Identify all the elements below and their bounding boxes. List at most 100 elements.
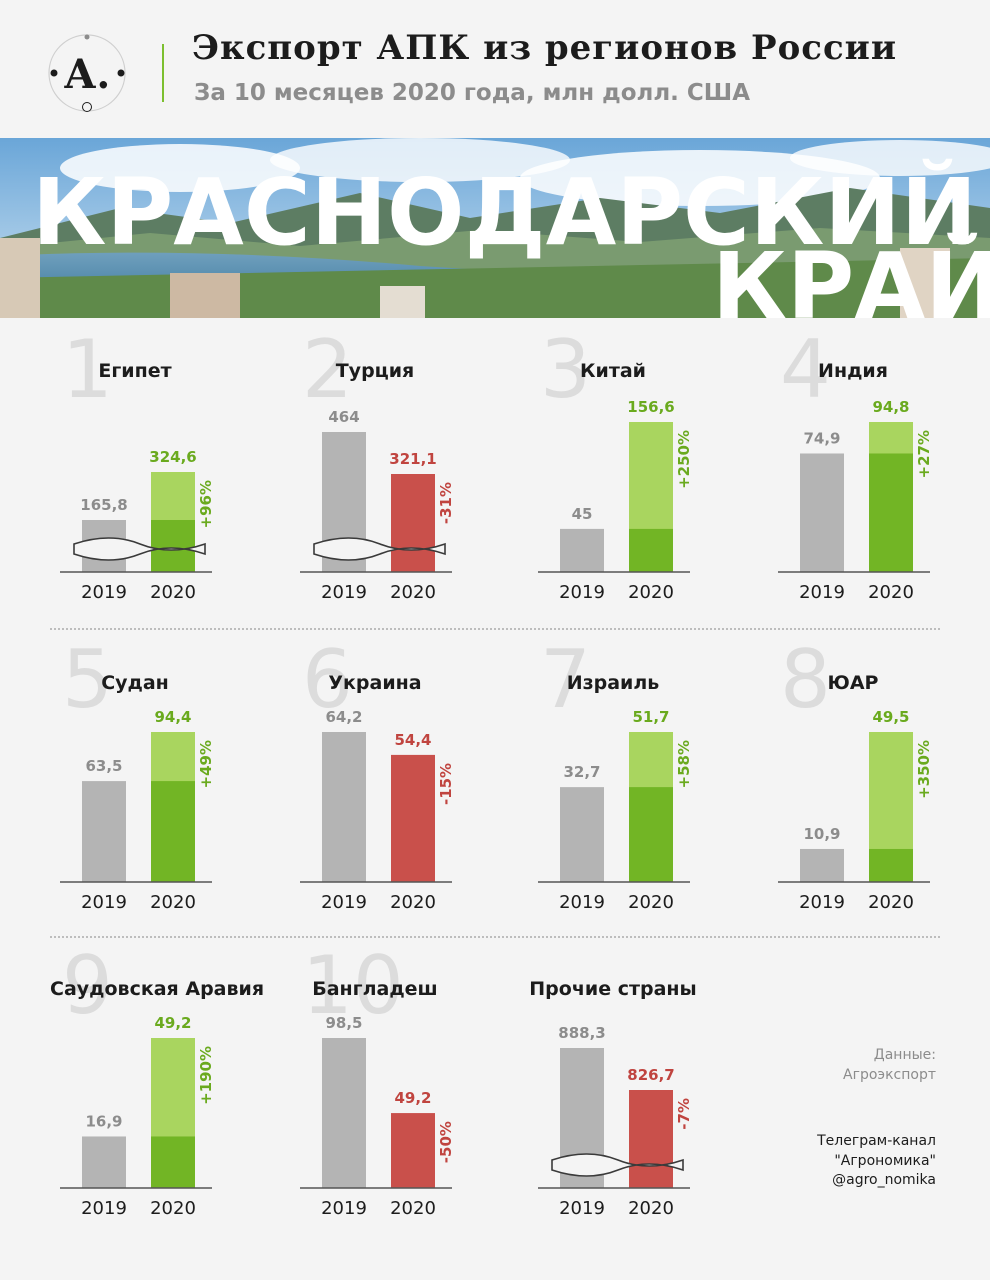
rank-number: 2 xyxy=(302,323,353,416)
banner-region-line1: КРАСНОДАРСКИЙ xyxy=(32,158,977,266)
axis-break xyxy=(551,1153,684,1177)
chart-panel-8: 8 ЮАР 10,9 49,5 +350% 2019 2020 xyxy=(768,640,938,920)
rank-number: 3 xyxy=(540,323,591,416)
bar-2019 xyxy=(322,1038,366,1188)
x-label-2020: 2020 xyxy=(390,1198,436,1219)
rank-number: 5 xyxy=(62,633,113,726)
x-label-2019: 2019 xyxy=(799,892,845,913)
x-label-2020: 2020 xyxy=(390,892,436,913)
x-label-2020: 2020 xyxy=(628,892,674,913)
value-label-2020: 49,5 xyxy=(872,708,909,726)
rank-number: 4 xyxy=(780,323,831,416)
change-percent: +27% xyxy=(915,430,933,478)
chart-panel-1: 1 Египет 165,8 324,6 +96% 2019 2020 xyxy=(50,330,220,610)
bar-2020 xyxy=(391,1113,435,1188)
bar-2020-base xyxy=(151,1136,195,1188)
bar-2020-base xyxy=(151,520,195,572)
chart-panel-7: 7 Израиль 32,7 51,7 +58% 2019 2020 xyxy=(528,640,698,920)
value-label-2019: 16,9 xyxy=(85,1112,122,1130)
value-label-2019: 10,9 xyxy=(803,825,840,843)
channel-name: "Агрономика" xyxy=(834,1152,936,1169)
value-label-2020: 49,2 xyxy=(394,1089,431,1107)
x-label-2019: 2019 xyxy=(81,892,127,913)
bar-2020-base xyxy=(629,528,673,572)
chart-panel-2: 2 Турция 464 321,1 -31% 2019 2020 xyxy=(290,330,460,610)
bar-chart: 74,9 94,8 +27% 2019 2020 xyxy=(778,398,933,603)
rank-number: 8 xyxy=(780,633,831,726)
chart-panel-10: 10 Бангладеш 98,5 49,2 -50% 2019 2020 xyxy=(290,946,460,1226)
change-percent: -50% xyxy=(437,1121,455,1163)
bar-chart: 888,3 826,7-7% 2019 2020 xyxy=(538,1024,693,1219)
value-label-2019: 64,2 xyxy=(325,708,362,726)
x-label-2019: 2019 xyxy=(81,582,127,603)
header-divider xyxy=(162,44,164,102)
rank-number: 6 xyxy=(302,633,353,726)
bar-2019 xyxy=(82,781,126,882)
value-label-2020: 94,4 xyxy=(154,708,191,726)
x-label-2019: 2019 xyxy=(799,582,845,603)
chart-panel-other: Прочие страны 888,3 826,7 -7% 2019 2020 xyxy=(528,946,698,1226)
bar-2020-base xyxy=(869,453,913,572)
bar-2019 xyxy=(322,732,366,882)
bar-2020-base xyxy=(629,787,673,882)
bar-2019 xyxy=(800,848,844,882)
bar-chart: 32,7 51,7 +58% 2019 2020 xyxy=(538,708,693,913)
agronomika-logo-icon: А. xyxy=(48,34,126,112)
value-label-2020: 94,8 xyxy=(872,398,909,416)
country-name: ЮАР xyxy=(827,672,879,694)
x-label-2019: 2019 xyxy=(321,1198,367,1219)
x-label-2020: 2020 xyxy=(868,892,914,913)
chart-panel-6: 6 Украина 64,2 54,4 -15% 2019 2020 xyxy=(290,640,460,920)
x-label-2019: 2019 xyxy=(559,582,605,603)
country-name: Бангладеш xyxy=(312,978,438,1000)
value-label-2020: 51,7 xyxy=(632,708,669,726)
country-name: Саудовская Аравия xyxy=(50,978,265,1000)
x-label-2019: 2019 xyxy=(81,1198,127,1219)
x-label-2020: 2020 xyxy=(868,582,914,603)
x-label-2020: 2020 xyxy=(628,582,674,603)
value-label-2020: 54,4 xyxy=(394,731,431,749)
change-percent: +49% xyxy=(197,740,215,788)
country-name: Турция xyxy=(335,360,415,382)
region-banner: КРАСНОДАРСКИЙ КРАЙ xyxy=(0,138,990,318)
change-percent: +96% xyxy=(197,480,215,528)
banner-region-line2: КРАЙ xyxy=(712,232,990,318)
rank-number: 1 xyxy=(62,323,113,416)
x-label-2020: 2020 xyxy=(150,582,196,603)
source-label: Данные: xyxy=(873,1047,936,1063)
value-label-2019: 165,8 xyxy=(80,496,127,514)
value-label-2020: 321,1 xyxy=(389,450,436,468)
bar-2020-base xyxy=(151,781,195,882)
x-label-2019: 2019 xyxy=(559,1198,605,1219)
country-name: Прочие страны xyxy=(529,978,697,1000)
bar-2019 xyxy=(560,787,604,882)
x-label-2019: 2019 xyxy=(321,892,367,913)
row-divider xyxy=(50,936,940,938)
channel-credit: Телеграм-канал "Агрономика" @agro_nomika xyxy=(817,1132,936,1191)
value-label-2019: 464 xyxy=(328,408,359,426)
x-label-2020: 2020 xyxy=(628,1198,674,1219)
row-divider xyxy=(50,628,940,630)
change-percent: -15% xyxy=(437,763,455,805)
value-label-2019: 74,9 xyxy=(803,429,840,447)
bar-2020 xyxy=(391,474,435,572)
change-percent: +58% xyxy=(675,740,693,788)
axis-break xyxy=(73,537,206,561)
bar-chart: 64,2 54,4 -15% 2019 2020 xyxy=(300,708,455,913)
country-name: Украина xyxy=(328,672,422,694)
rank-number: 9 xyxy=(62,939,113,1032)
country-name: Египет xyxy=(98,360,172,382)
chart-panel-9: 9 Саудовская Аравия 16,9 49,2 +190% 2019 202… xyxy=(50,939,265,1226)
value-label-2020: 49,2 xyxy=(154,1014,191,1032)
bar-chart: 464 321,1-31% 2019 2020 xyxy=(300,408,455,603)
change-percent: +250% xyxy=(675,430,693,489)
chart-panel-3: 3 Китай 45 156,6 +250% 2019 2020 xyxy=(528,330,698,610)
value-label-2019: 888,3 xyxy=(558,1024,605,1042)
change-percent: -31% xyxy=(437,482,455,524)
change-percent: +350% xyxy=(915,740,933,799)
x-label-2020: 2020 xyxy=(390,582,436,603)
value-label-2019: 32,7 xyxy=(563,763,600,781)
value-label-2020: 156,6 xyxy=(627,398,674,416)
change-percent: -7% xyxy=(675,1098,693,1130)
bar-2020 xyxy=(629,1090,673,1188)
